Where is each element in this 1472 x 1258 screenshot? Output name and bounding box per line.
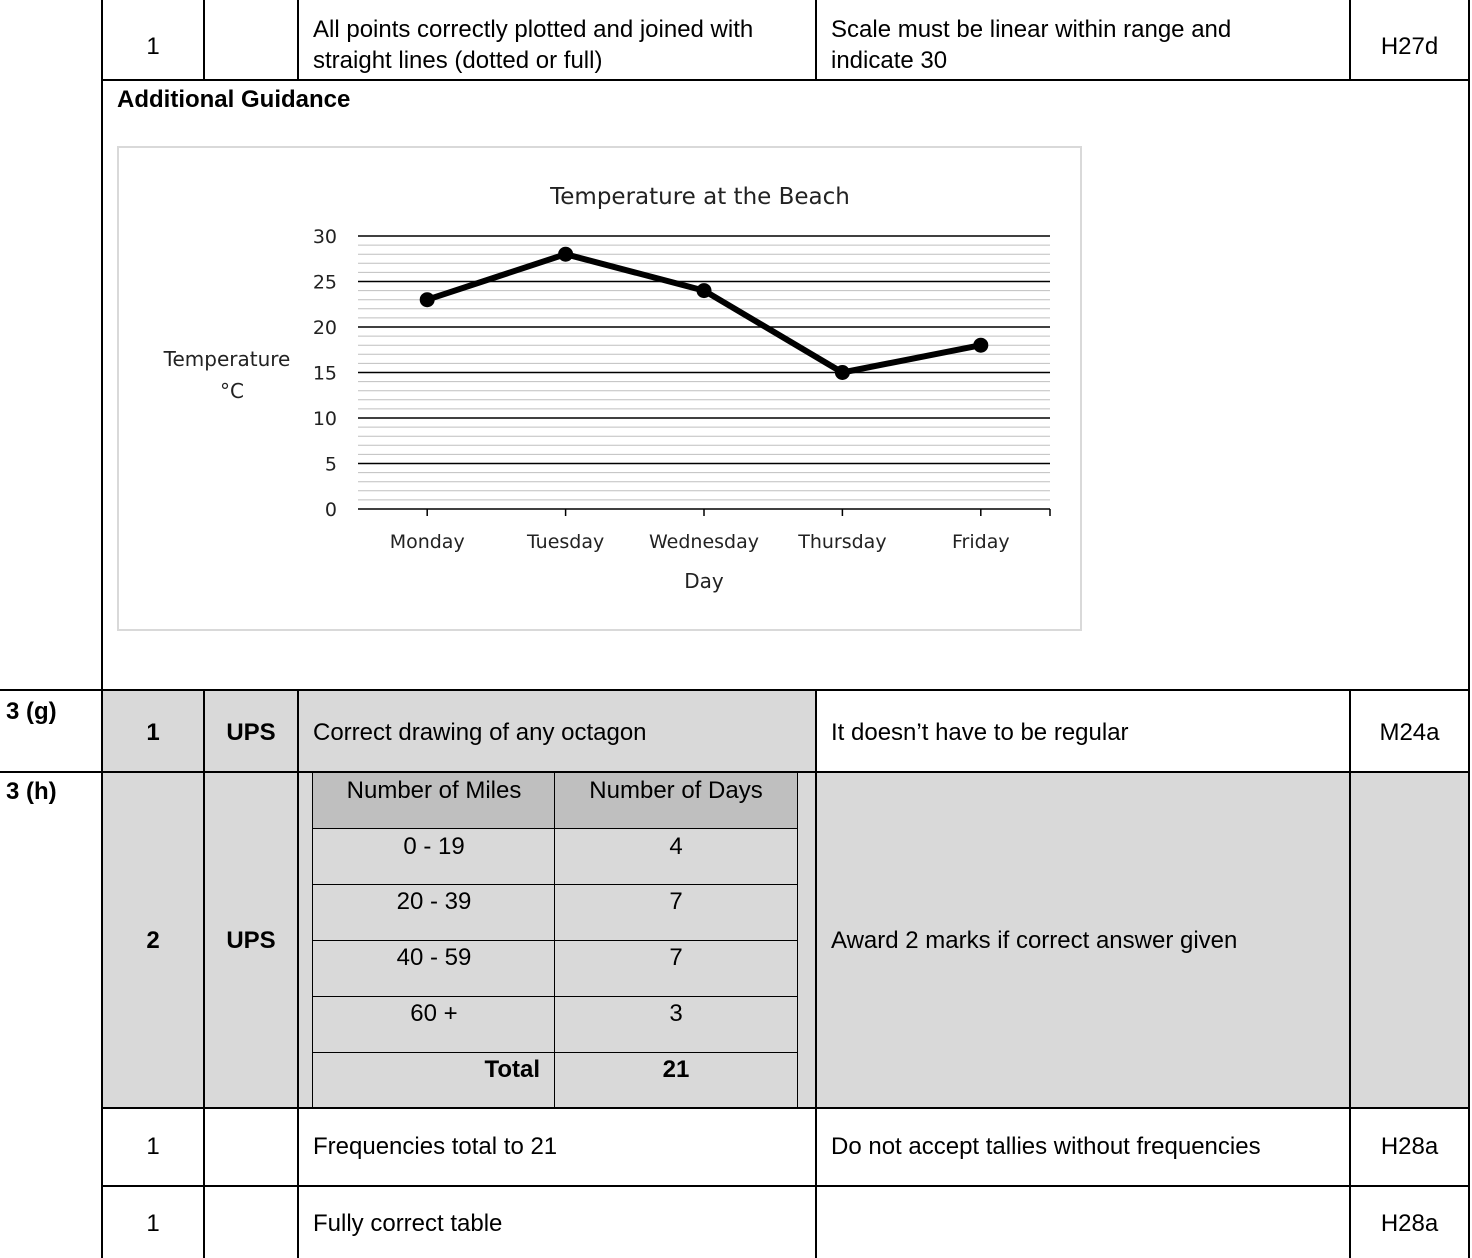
r1-answer-line2: straight lines (dotted or full) (313, 47, 603, 74)
r1-code: H27d (1380, 33, 1439, 60)
y-tick-label: 20 (313, 317, 337, 339)
data-point (834, 365, 850, 380)
r1-answer-line1: All points correctly plotted and joined … (313, 16, 754, 43)
freq-row-4-miles: 60 + (410, 1000, 458, 1027)
y-tick-label: 25 (313, 272, 337, 294)
g-mark: 1 (146, 719, 160, 746)
y-tick-labels: 0 5 10 15 20 25 30 (313, 226, 337, 521)
additional-guidance-title: Additional Guidance (117, 86, 351, 113)
grid-v-1 (101, 0, 103, 1258)
freq-header-miles: Number of Miles (346, 777, 522, 804)
g-type: UPS (226, 719, 276, 746)
x-axis-label: Day (684, 569, 724, 593)
x-tick-labels: Monday Tuesday Wednesday Thursday Friday (390, 531, 1010, 553)
temperature-line-chart: 0 5 10 15 20 25 30 Monday Tuesday Wednesday Thurs… (163, 184, 1051, 593)
r1-notes-line2: indicate 30 (831, 47, 948, 74)
freq-row-2-days: 7 (669, 888, 683, 915)
h2-code: H28a (1380, 1133, 1439, 1160)
freq-line-2 (312, 884, 798, 885)
grid-v-right (1468, 0, 1470, 1258)
grid-v-2a (203, 0, 205, 80)
h3-code: H28a (1380, 1210, 1439, 1237)
h2-answer: Frequencies total to 21 (313, 1133, 558, 1160)
freq-header-days: Number of Days (589, 777, 763, 804)
x-tick-label: Thursday (797, 531, 886, 553)
row-g-shade (103, 690, 816, 772)
r1-mark: 1 (146, 33, 160, 60)
freq-line-4 (312, 996, 798, 997)
r1-notes-line1: Scale must be linear within range and (831, 16, 1232, 43)
g-notes: It doesn’t have to be regular (831, 719, 1129, 746)
grid-v-3a (297, 0, 299, 80)
freq-row-3-miles: 40 - 59 (396, 944, 472, 971)
g-question-number: 3 (g) (6, 698, 57, 725)
grid-v-2b (203, 690, 205, 1258)
freq-total-value: 21 (662, 1056, 690, 1083)
y-tick-label: 30 (313, 226, 337, 248)
grid-v-3b (297, 690, 299, 1258)
h-mark: 2 (146, 927, 160, 954)
h2-mark: 1 (146, 1133, 160, 1160)
major-gridlines (358, 235, 1050, 465)
freq-body-shade (313, 828, 797, 1107)
x-tick-label: Monday (390, 531, 465, 553)
freq-line-5 (312, 1052, 798, 1053)
minor-gridlines (358, 244, 1050, 501)
grid-h-4 (101, 1107, 1470, 1109)
y-axis-label-line1: Temperature (163, 347, 291, 371)
grid-v-4b (815, 690, 817, 1258)
y-axis-label-line2: °C (220, 379, 244, 403)
x-axis (358, 508, 1051, 516)
grid-h-1 (101, 79, 1470, 81)
h-notes: Award 2 marks if correct answer given (831, 927, 1238, 954)
grid-h-5 (101, 1185, 1470, 1187)
freq-total-label: Total (484, 1056, 540, 1083)
y-tick-label: 5 (325, 454, 337, 476)
y-tick-label: 0 (325, 499, 337, 521)
freq-row-1-miles: 0 - 19 (403, 833, 465, 860)
freq-line-3 (312, 940, 798, 941)
freq-row-1-days: 4 (669, 833, 683, 860)
y-tick-label: 15 (313, 363, 337, 385)
g-answer: Correct drawing of any octagon (313, 719, 647, 746)
grid-v-5b (1349, 690, 1351, 1258)
data-point (419, 292, 435, 308)
grid-v-5a (1349, 0, 1351, 80)
freq-header-shade (313, 772, 797, 828)
freq-line-1 (312, 828, 798, 829)
chart-frame: 0 5 10 15 20 25 30 Monday Tuesday Wednesday Thurs… (117, 146, 1082, 631)
h3-answer: Fully correct table (313, 1210, 503, 1237)
h3-mark: 1 (146, 1210, 160, 1237)
grid-h-3 (0, 771, 1470, 773)
y-tick-label: 10 (313, 408, 337, 430)
chart-title: Temperature at the Beach (549, 184, 850, 210)
data-point (558, 246, 574, 262)
h-type: UPS (226, 927, 276, 954)
g-code: M24a (1379, 719, 1440, 746)
data-point (696, 283, 712, 299)
grid-h-2 (0, 689, 1470, 691)
x-tick-label: Friday (952, 531, 1010, 553)
freq-row-3-days: 7 (669, 944, 683, 971)
x-tick-label: Wednesday (649, 531, 759, 553)
grid-v-4a (815, 0, 817, 80)
h-question-number: 3 (h) (6, 778, 57, 805)
x-tick-label: Tuesday (526, 531, 604, 553)
temperature-series (419, 246, 989, 380)
data-point (973, 337, 989, 353)
freq-row-4-days: 3 (669, 1000, 683, 1027)
h2-notes: Do not accept tallies without frequencie… (831, 1133, 1261, 1160)
freq-row-2-miles: 20 - 39 (396, 888, 472, 915)
